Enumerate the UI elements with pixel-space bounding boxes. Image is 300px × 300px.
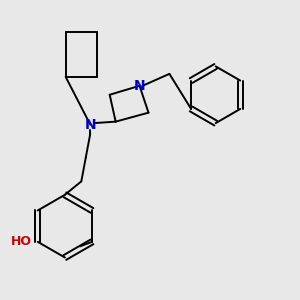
Text: N: N: [134, 79, 146, 93]
Text: HO: HO: [11, 235, 32, 248]
Text: N: N: [85, 118, 96, 132]
